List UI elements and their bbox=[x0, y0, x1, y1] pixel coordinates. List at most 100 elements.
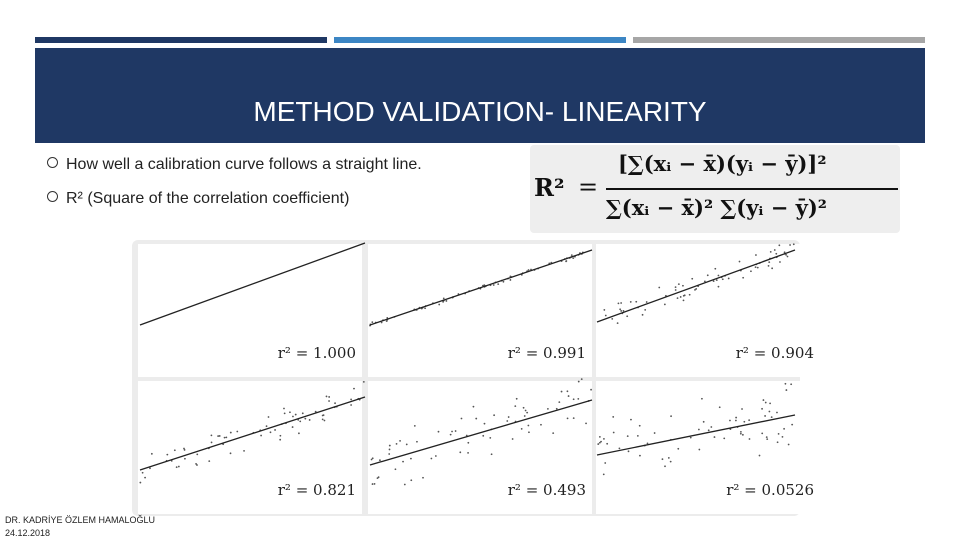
scatter-dot bbox=[764, 415, 766, 417]
scatter-dot bbox=[743, 420, 746, 423]
scatter-dot bbox=[667, 457, 670, 459]
scatter-dot bbox=[626, 315, 629, 318]
panel bbox=[138, 244, 362, 377]
scatter-dot bbox=[267, 416, 270, 418]
scatter-dot bbox=[566, 417, 569, 420]
scatter-dot bbox=[445, 300, 448, 302]
formula-equals: = bbox=[578, 173, 599, 201]
scatter-dot bbox=[616, 322, 619, 324]
scatter-dot bbox=[612, 431, 615, 434]
scatter-dot bbox=[490, 453, 493, 456]
scatter-dot bbox=[723, 437, 726, 440]
scatter-dot bbox=[677, 447, 680, 450]
scatter-dot bbox=[627, 450, 630, 453]
scatter-dot bbox=[388, 444, 391, 447]
scatter-dot bbox=[783, 251, 786, 254]
scatter-dot bbox=[773, 249, 776, 251]
scatter-dot bbox=[434, 455, 437, 457]
scatter-dot bbox=[761, 407, 763, 410]
scatter-dot bbox=[328, 396, 331, 398]
scatter-dot bbox=[727, 277, 730, 280]
scatter-dot bbox=[459, 451, 462, 454]
scatter-dot bbox=[776, 441, 779, 444]
scatter-dot bbox=[402, 460, 404, 463]
scatter-dot bbox=[528, 431, 530, 434]
scatter-dot bbox=[353, 387, 355, 390]
scatter-dot bbox=[664, 465, 666, 468]
scatter-dot bbox=[765, 436, 768, 439]
scatter-dot bbox=[386, 316, 389, 319]
scatter-dot bbox=[395, 442, 398, 445]
scatter-dot bbox=[585, 422, 587, 425]
scatter-dot bbox=[437, 430, 440, 433]
scatter-dot bbox=[410, 457, 412, 460]
bullet: R² (Square of the correlation coefficien… bbox=[47, 190, 349, 208]
scatter-dot bbox=[210, 434, 213, 437]
scatter-dot bbox=[509, 279, 512, 281]
scatter-dot bbox=[713, 436, 716, 438]
formula-numerator: [∑(xᵢ − x̄)(yᵢ − ȳ)]² bbox=[618, 151, 827, 176]
scatter-dot bbox=[776, 411, 778, 414]
scatter-dot bbox=[602, 473, 605, 476]
scatter-dot bbox=[617, 302, 620, 305]
scatter-dot bbox=[467, 441, 470, 444]
scatter-dot bbox=[304, 417, 307, 420]
scatter-dot bbox=[572, 417, 575, 419]
scatter-dot bbox=[714, 267, 717, 270]
scatter-dot bbox=[184, 457, 186, 460]
scatter-dot bbox=[703, 280, 706, 283]
scatter-dot bbox=[790, 383, 793, 386]
scatter-dot bbox=[451, 430, 453, 433]
scatter-dot bbox=[792, 243, 795, 246]
scatter-dot bbox=[225, 436, 228, 439]
scatter-dot bbox=[514, 405, 517, 408]
scatter-dot bbox=[410, 479, 413, 482]
scatter-dot bbox=[735, 419, 737, 422]
formula-denominator: ∑(xᵢ − x̄)² ∑(yᵢ − ȳ)² bbox=[606, 195, 828, 220]
fit-line bbox=[369, 249, 593, 326]
scatter-dot bbox=[524, 409, 527, 412]
scatter-dot bbox=[566, 390, 569, 393]
scatter-dot bbox=[376, 477, 379, 480]
scatter-dot bbox=[604, 314, 607, 317]
scatter-dot bbox=[789, 244, 791, 246]
scatter-dot bbox=[622, 310, 625, 312]
scatter-dot bbox=[279, 434, 282, 437]
scatter-dot bbox=[527, 424, 530, 427]
scatter-dot bbox=[702, 420, 705, 423]
scatter-dot bbox=[196, 453, 199, 456]
scatter-dot bbox=[279, 438, 282, 441]
accent-bar bbox=[633, 37, 925, 43]
scatter-dot bbox=[403, 483, 406, 486]
scatter-dot bbox=[572, 257, 575, 260]
scatter-dot bbox=[283, 412, 286, 415]
scatter-dot bbox=[669, 460, 672, 463]
scatter-dot bbox=[497, 283, 500, 286]
scatter-dot bbox=[229, 431, 232, 434]
scatter-dot bbox=[748, 438, 751, 440]
formula-lhs: R² bbox=[534, 173, 565, 202]
scatter-dot bbox=[370, 458, 373, 461]
scatter-dot bbox=[761, 432, 764, 435]
scatter-dot bbox=[755, 254, 757, 256]
scatter-dot bbox=[323, 419, 326, 422]
scatter-dot bbox=[560, 390, 563, 393]
scatter-dot bbox=[698, 448, 701, 451]
scatter-dot bbox=[629, 301, 632, 303]
bullet: How well a calibration curve follows a s… bbox=[47, 156, 422, 174]
scatter-dot bbox=[555, 407, 558, 410]
scatter-dot bbox=[523, 415, 526, 417]
scatter-dot bbox=[540, 423, 542, 426]
scatter-dot bbox=[565, 260, 567, 263]
scatter-dot bbox=[520, 427, 523, 430]
scatter-dot bbox=[405, 443, 408, 446]
scatter-dot bbox=[380, 321, 383, 324]
scatter-dot bbox=[598, 436, 601, 438]
scatter-dot bbox=[770, 416, 773, 419]
scatter-dot bbox=[784, 382, 787, 385]
formula: R² = [∑(xᵢ − x̄)(yᵢ − ȳ)]² ∑(xᵢ − x̄)² ∑… bbox=[530, 145, 900, 233]
scatter-dot bbox=[580, 378, 583, 381]
scatter-dot bbox=[674, 289, 677, 291]
scatter-dot bbox=[604, 462, 607, 464]
